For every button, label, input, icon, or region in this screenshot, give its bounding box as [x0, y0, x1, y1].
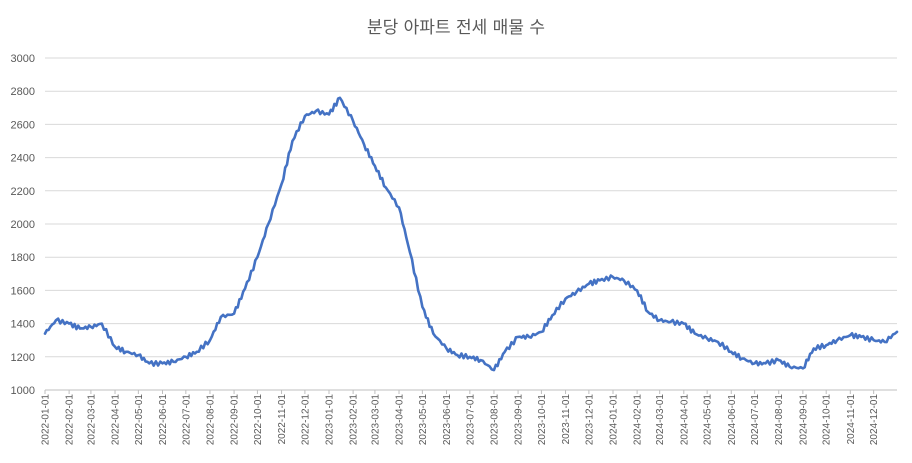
x-tick-label: 2022-12-01 — [300, 394, 311, 446]
x-tick-label: 2024-05-01 — [703, 394, 714, 446]
x-tick-label: 2023-03-01 — [370, 394, 381, 446]
x-tick-label: 2023-04-01 — [395, 394, 406, 446]
y-tick-label: 2000 — [11, 219, 35, 231]
series-line-0 — [43, 96, 899, 372]
x-tick-label: 2023-02-01 — [349, 394, 360, 446]
y-tick-label: 1200 — [11, 352, 35, 364]
x-tick-label: 2024-02-01 — [633, 394, 644, 446]
x-tick-label: 2024-03-01 — [655, 394, 666, 446]
x-tick-label: 2023-12-01 — [584, 394, 595, 446]
x-tick-label: 2022-11-01 — [277, 394, 288, 445]
x-tick-label: 2023-05-01 — [418, 394, 429, 446]
x-tick-label: 2022-04-01 — [111, 394, 122, 446]
x-tick-label: 2022-05-01 — [134, 394, 145, 446]
x-tick-label: 2024-06-01 — [727, 394, 738, 446]
x-tick-label: 2022-01-01 — [41, 394, 52, 446]
x-tick-label: 2023-01-01 — [325, 394, 336, 446]
x-tick-label: 2023-08-01 — [489, 394, 500, 446]
x-tick-label: 2023-07-01 — [465, 394, 476, 446]
x-tick-label: 2023-11-01 — [561, 394, 572, 445]
x-tick-label: 2022-02-01 — [65, 394, 76, 446]
x-tick-label: 2023-10-01 — [537, 394, 548, 446]
x-tick-label: 2022-06-01 — [158, 394, 169, 446]
x-tick-label: 2024-07-01 — [750, 394, 761, 446]
y-tick-label: 3000 — [11, 53, 35, 65]
x-tick-label: 2024-08-01 — [774, 394, 785, 446]
x-tick-label: 2022-07-01 — [181, 394, 192, 446]
x-axis-tick-labels: 2022-01-01 2022-02-01 2022-03-01 2022-04-01… — [41, 390, 880, 446]
chart-title: 분당 아파트 전세 매물 수 — [367, 18, 545, 38]
x-tick-label: 2024-11-01 — [846, 394, 857, 445]
x-tick-label: 2022-10-01 — [253, 394, 264, 446]
y-tick-label: 1800 — [11, 252, 35, 264]
y-tick-label: 2800 — [11, 86, 35, 98]
gridlines — [45, 57, 897, 358]
x-tick-label: 2022-09-01 — [230, 394, 241, 446]
x-tick-label: 2024-01-01 — [609, 394, 620, 446]
x-tick-label: 2024-04-01 — [679, 394, 690, 446]
y-tick-label: 1600 — [11, 285, 35, 297]
x-tick-label: 2023-06-01 — [442, 394, 453, 446]
x-tick-label: 2024-09-01 — [798, 394, 809, 446]
x-tick-label: 2023-09-01 — [514, 394, 525, 446]
x-tick-label: 2024-12-01 — [869, 394, 880, 446]
y-tick-label: 2200 — [11, 186, 35, 198]
x-tick-label: 2024-10-01 — [822, 394, 833, 446]
y-axis-tick-labels: 1000 1200 1400 1600 1800 2000 2200 2400 2600 2800… — [11, 53, 35, 397]
y-tick-label: 1000 — [11, 385, 35, 397]
y-tick-label: 1400 — [11, 319, 35, 331]
x-tick-label: 2022-03-01 — [86, 394, 97, 446]
y-tick-label: 2600 — [11, 119, 35, 131]
y-tick-label: 2400 — [11, 153, 35, 165]
x-tick-label: 2022-08-01 — [205, 394, 216, 446]
series-layer — [43, 96, 899, 372]
